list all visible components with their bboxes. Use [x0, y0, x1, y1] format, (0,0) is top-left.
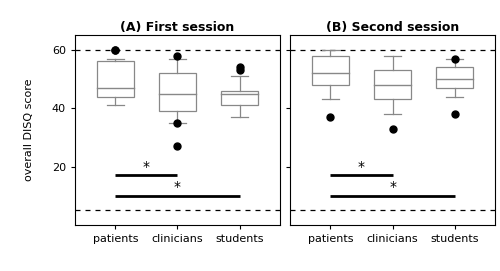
Text: *: * [389, 180, 396, 194]
Bar [96, 62, 134, 96]
Text: *: * [358, 160, 365, 174]
Bar [221, 91, 258, 105]
Bar [436, 67, 474, 88]
Y-axis label: overall DISQ score: overall DISQ score [24, 79, 34, 181]
Title: (A) First session: (A) First session [120, 21, 234, 34]
Bar [159, 73, 196, 111]
Text: *: * [174, 180, 181, 194]
Bar [374, 70, 411, 99]
Title: (B) Second session: (B) Second session [326, 21, 459, 34]
Bar [312, 56, 349, 85]
Text: *: * [143, 160, 150, 174]
